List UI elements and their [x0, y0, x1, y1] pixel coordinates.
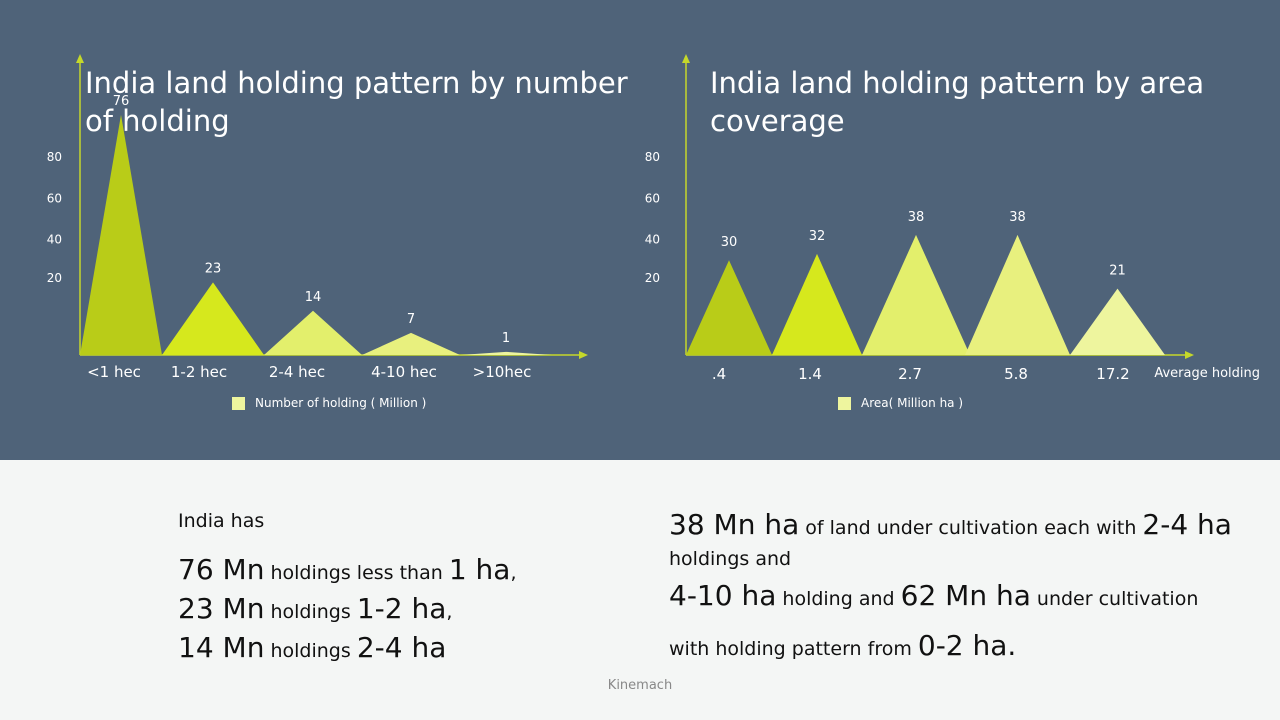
summary-segment: ,: [446, 601, 453, 623]
chart-panel: India land holding pattern by number of …: [0, 0, 1280, 460]
footer-brand: Kinemach: [607, 678, 673, 693]
y-tick-label: 60: [47, 191, 62, 205]
y-tick-label: 40: [645, 233, 660, 247]
data-label: 23: [205, 261, 222, 276]
summary-segment: of land under cultivation each with: [799, 517, 1143, 539]
x-tick-label: 1-2 hec: [171, 363, 227, 381]
x-tick-label: 4-10 hec: [371, 363, 437, 381]
summary-segment: 23 Mn: [178, 592, 265, 625]
y-tick-label: 60: [645, 191, 660, 205]
data-label: 38: [1009, 210, 1026, 225]
data-triangle: [162, 282, 264, 355]
x-tick-label: >10hec: [473, 363, 532, 381]
y-tick-label: 80: [47, 150, 62, 164]
summary-segment: under cultivation: [1030, 588, 1199, 610]
data-triangle: [862, 234, 970, 355]
y-axis-arrow: [682, 54, 690, 63]
data-triangle: [460, 351, 552, 355]
summary-line: 4-10 ha holding and 62 Mn ha under culti…: [669, 571, 1269, 625]
summary-segment: holdings: [264, 640, 357, 662]
summary-line: 38 Mn ha of land under cultivation each …: [669, 506, 1269, 548]
summary-line: 76 Mn holdings less than 1 ha,: [178, 552, 517, 591]
legend-label: Number of holding ( Million ): [255, 396, 426, 410]
summary-segment: 2-4 ha: [356, 631, 447, 664]
y-axis-arrow: [76, 54, 84, 63]
legend-swatch: [232, 397, 245, 410]
x-axis-arrow: [1185, 351, 1194, 359]
data-triangle: [965, 234, 1070, 355]
left-summary: 76 Mn holdings less than 1 ha, 23 Mn hold…: [178, 552, 517, 669]
data-triangle: [686, 260, 772, 355]
summary-segment: 14 Mn: [178, 631, 265, 664]
right-summary: 38 Mn ha of land under cultivation each …: [669, 506, 1269, 671]
data-triangle: [80, 114, 162, 355]
left-summary-intro: India has: [178, 510, 265, 532]
summary-segment: 76 Mn: [178, 553, 265, 586]
x-tick-label: .4: [712, 365, 726, 383]
chart-title-number: India land holding pattern by number of …: [85, 66, 628, 138]
summary-segment: with holding pattern from: [669, 638, 918, 660]
data-triangle: [362, 332, 460, 355]
y-tick-label: 40: [47, 233, 62, 247]
summary-segment: 1 ha: [448, 553, 511, 586]
summary-segment: 4-10 ha: [669, 579, 777, 612]
legend-swatch: [838, 397, 851, 410]
data-triangle: [772, 253, 862, 355]
data-triangle: [264, 310, 362, 355]
y-tick-label: 20: [645, 271, 660, 285]
summary-segment: holding and: [776, 588, 901, 610]
x-axis-arrow: [579, 351, 588, 359]
summary-segment: 2-4 ha: [1142, 508, 1232, 541]
summary-segment: 38 Mn ha: [669, 508, 800, 541]
summary-segment: holdings: [264, 601, 357, 623]
x-tick-label: <1 hec: [87, 363, 141, 381]
data-label: 38: [908, 210, 925, 225]
x-tick-label: 1.4: [798, 365, 822, 383]
y-tick-label: 20: [47, 271, 62, 285]
x-axis-title: Average holding: [1154, 366, 1260, 381]
data-label: 1: [502, 331, 510, 346]
summary-segment: holdings less than: [264, 562, 449, 584]
summary-segment: holdings and: [669, 548, 792, 570]
summary-line: 14 Mn holdings 2-4 ha: [178, 630, 517, 669]
summary-line: holdings and: [669, 548, 1269, 571]
legend-label: Area( Million ha ): [861, 396, 963, 410]
data-label: 32: [809, 229, 826, 244]
data-label: 30: [721, 235, 738, 250]
data-label: 76: [113, 94, 130, 109]
data-label: 14: [305, 290, 322, 305]
summary-segment: 0-2 ha.: [917, 629, 1017, 662]
summary-segment: 62 Mn ha: [900, 579, 1031, 612]
data-label: 21: [1109, 264, 1126, 279]
summary-segment: 1-2 ha: [356, 592, 447, 625]
chart-title-area: India land holding pattern by area cover…: [710, 66, 1205, 138]
chart-area-coverage: 20 40 60 80 30 32 38 38 21 .4 1.4 2.7 5.8 17.2 Avera…: [645, 54, 1260, 410]
y-tick-label: 80: [645, 150, 660, 164]
data-triangle: [1070, 288, 1165, 355]
x-tick-label: 2.7: [898, 365, 922, 383]
summary-line: 23 Mn holdings 1-2 ha,: [178, 591, 517, 630]
summary-segment: ,: [510, 562, 517, 584]
x-tick-label: 2-4 hec: [269, 363, 325, 381]
summary-panel: India has 76 Mn holdings less than 1 ha,…: [0, 460, 1280, 720]
chart-number-of-holding: 20 40 60 80 76 23 14 7 1 <1 hec 1-2 hec 2-4 hec 4-…: [47, 54, 588, 410]
data-label: 7: [407, 312, 415, 327]
summary-line: with holding pattern from 0-2 ha.: [669, 625, 1269, 671]
x-tick-label: 17.2: [1096, 365, 1129, 383]
x-tick-label: 5.8: [1004, 365, 1028, 383]
